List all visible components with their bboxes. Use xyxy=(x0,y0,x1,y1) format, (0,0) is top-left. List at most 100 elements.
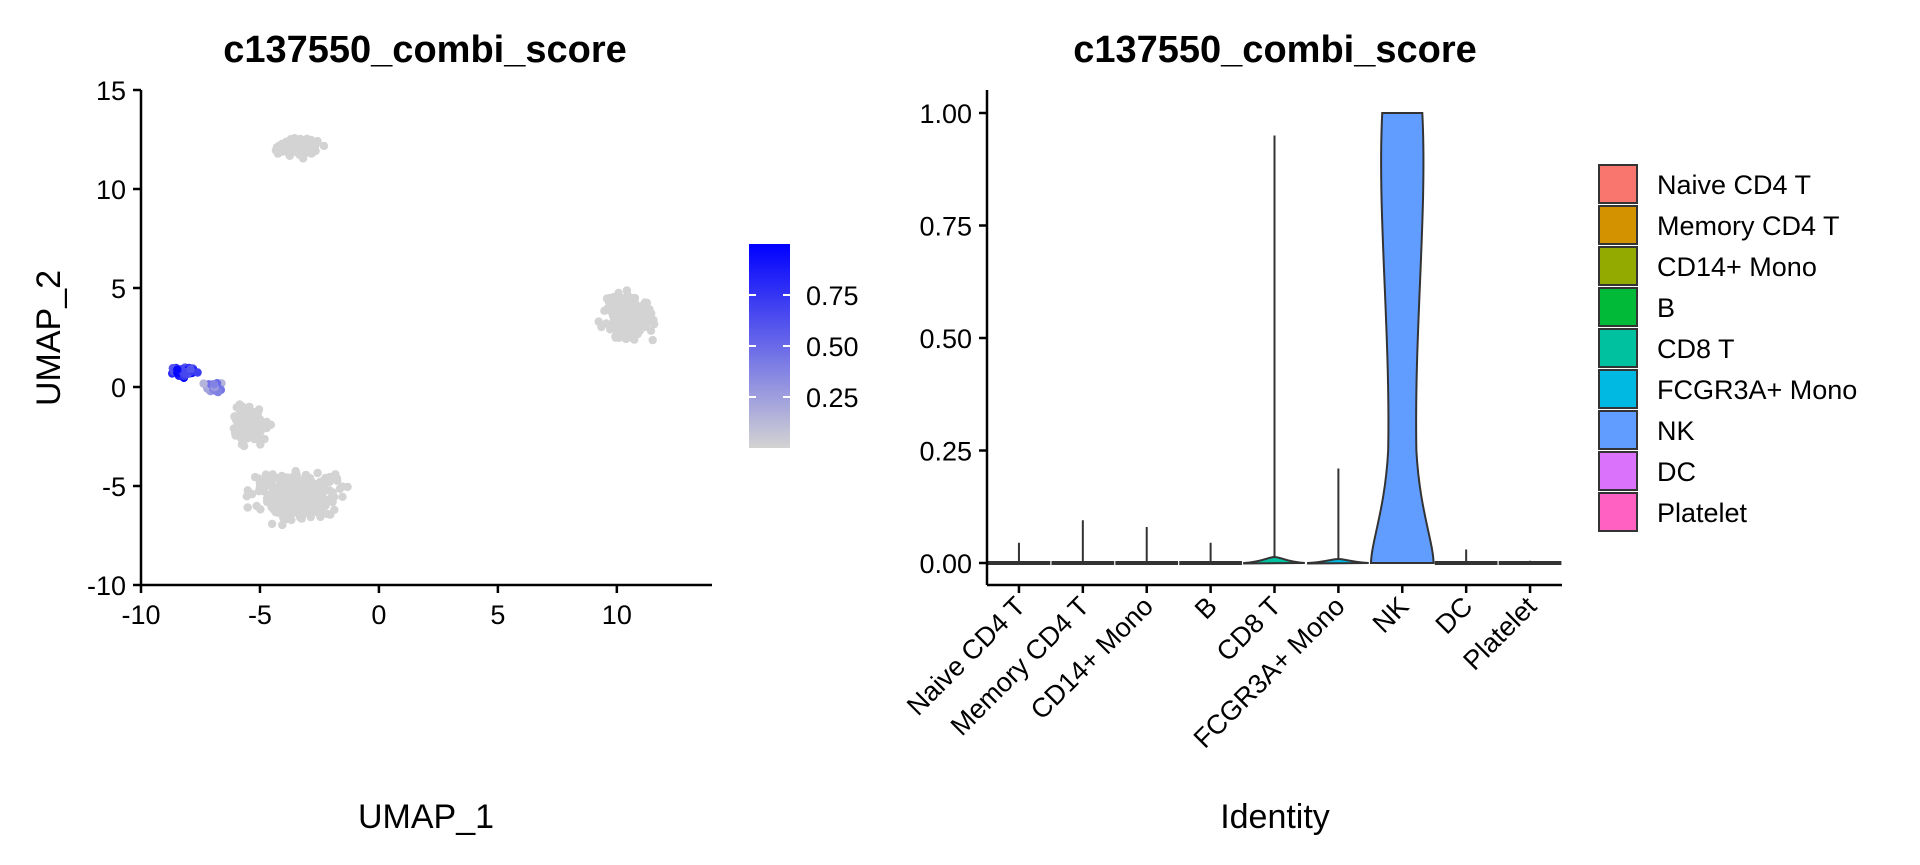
umap-point xyxy=(255,431,264,441)
violin-nk xyxy=(1369,112,1435,564)
violin-y-tick-label: 1.00 xyxy=(919,99,972,129)
umap-y-axis-label: UMAP_2 xyxy=(30,270,68,406)
violin-y-tick-label: 0.25 xyxy=(919,437,972,467)
umap-y-tick-label: -5 xyxy=(102,472,126,502)
umap-point xyxy=(330,492,339,502)
legend-swatch xyxy=(1598,246,1638,286)
umap-point xyxy=(317,477,326,486)
violin-y-tick-label: 0.00 xyxy=(919,549,972,579)
umap-point xyxy=(295,145,304,154)
umap-point xyxy=(273,491,283,500)
umap-point xyxy=(266,420,276,429)
violin-x-tick-label: B xyxy=(1189,591,1223,625)
umap-point xyxy=(638,316,647,325)
umap-point xyxy=(236,418,246,428)
umap-x-tick-label: 0 xyxy=(371,600,386,630)
umap-point xyxy=(297,493,307,502)
umap-point xyxy=(241,411,250,420)
umap-point xyxy=(301,473,310,482)
violin-b xyxy=(1179,561,1242,565)
umap-point xyxy=(630,335,639,344)
legend-label: DC xyxy=(1657,457,1696,487)
legend-swatch xyxy=(1598,205,1638,245)
umap-x-ticks: -10 -5 0 5 10 xyxy=(121,585,632,630)
umap-y-tick-label: 10 xyxy=(96,175,126,205)
umap-point xyxy=(199,379,208,388)
violin-x-tick-label: DC xyxy=(1430,591,1479,640)
umap-point xyxy=(303,501,312,510)
violin-title: c137550_combi_score xyxy=(1073,29,1477,71)
legend-swatch xyxy=(1598,164,1638,204)
umap-point xyxy=(278,520,287,530)
umap-point xyxy=(256,421,266,430)
umap-point xyxy=(612,317,621,327)
violin-plot: c137550_combi_score 0.00 0.25 0.50 0.75 1.00… xyxy=(901,29,1562,836)
umap-point xyxy=(267,519,277,529)
color-bar-tick-label: 0.75 xyxy=(806,281,859,311)
violins xyxy=(987,112,1562,565)
umap-x-axis-label: UMAP_1 xyxy=(358,798,494,836)
color-bar-tick-label: 0.50 xyxy=(806,332,859,362)
violin-cd14-mono xyxy=(1115,561,1179,565)
legend-swatch xyxy=(1598,451,1638,491)
umap-point xyxy=(271,508,280,517)
umap-point xyxy=(281,488,290,497)
legend-label: Memory CD4 T xyxy=(1657,211,1840,241)
violin-y-ticks: 0.00 0.25 0.50 0.75 1.00 xyxy=(919,99,987,579)
umap-point xyxy=(173,365,182,374)
umap-point xyxy=(315,497,324,506)
umap-point xyxy=(282,137,291,146)
umap-point xyxy=(640,298,650,307)
umap-x-tick-label: -5 xyxy=(248,600,272,630)
umap-y-tick-label: -10 xyxy=(87,571,126,601)
umap-point xyxy=(325,486,334,495)
umap-x-tick-label: 5 xyxy=(490,600,505,630)
umap-point xyxy=(292,137,301,147)
legend-label: B xyxy=(1657,293,1675,323)
umap-point xyxy=(648,335,657,345)
umap-point xyxy=(343,482,352,492)
umap-x-tick-label: -10 xyxy=(121,600,160,630)
umap-point xyxy=(280,506,289,515)
violin-y-tick-label: 0.50 xyxy=(919,324,972,354)
umap-point xyxy=(623,291,632,300)
umap-point xyxy=(269,484,278,493)
legend-swatch xyxy=(1598,410,1638,450)
umap-point xyxy=(316,486,326,495)
umap-y-ticks: -10 -5 0 5 10 15 xyxy=(87,76,141,601)
umap-point xyxy=(332,474,342,483)
umap-point xyxy=(238,432,247,441)
legend-label: NK xyxy=(1657,416,1695,446)
umap-point xyxy=(602,294,612,303)
umap-point xyxy=(641,322,651,331)
umap-y-tick-label: 0 xyxy=(111,373,126,403)
legend-label: FCGR3A+ Mono xyxy=(1657,375,1857,405)
violin-fcgr3a-mono xyxy=(1307,557,1369,565)
violin-cd8-t xyxy=(1243,555,1305,565)
umap-point xyxy=(243,503,252,512)
legend-swatch xyxy=(1598,287,1638,327)
umap-point xyxy=(613,329,622,338)
legend-swatch xyxy=(1598,369,1638,409)
umap-point xyxy=(245,402,254,412)
umap-point xyxy=(293,501,303,510)
umap-point xyxy=(254,474,263,483)
umap-point xyxy=(309,491,318,500)
umap-point xyxy=(603,304,612,313)
umap-point xyxy=(186,365,195,374)
violin-platelet xyxy=(1498,561,1562,565)
umap-point xyxy=(338,492,347,501)
legend-swatch xyxy=(1598,328,1638,368)
umap-point xyxy=(259,487,269,496)
color-bar-tick-label: 0.25 xyxy=(806,383,859,413)
umap-point xyxy=(239,441,249,451)
umap-point xyxy=(316,512,325,522)
umap-title: c137550_combi_score xyxy=(223,29,627,71)
umap-point xyxy=(304,485,313,495)
umap-point xyxy=(193,368,202,377)
legend-label: Naive CD4 T xyxy=(1657,170,1811,200)
legend-label: CD8 T xyxy=(1657,334,1735,364)
color-bar-ticks: 0.25 0.50 0.75 xyxy=(749,281,859,413)
